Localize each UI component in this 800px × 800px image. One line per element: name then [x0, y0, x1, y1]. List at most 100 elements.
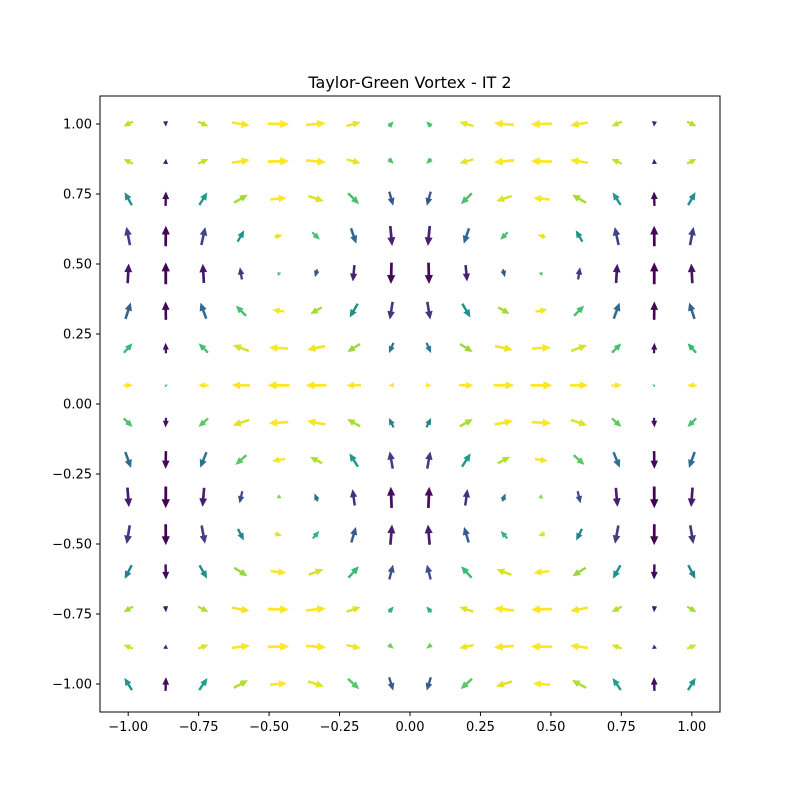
- quiver-arrow: [197, 644, 209, 651]
- quiver-arrow: [310, 306, 323, 314]
- y-tick-label: 0.00: [63, 398, 92, 413]
- quiver-arrow: [650, 486, 659, 509]
- quiver-arrow: [235, 305, 247, 317]
- quiver-arrow: [650, 524, 659, 546]
- quiver-arrow: [274, 233, 283, 240]
- quiver-arrow: [305, 157, 327, 166]
- y-tick-label: −0.75: [52, 608, 92, 623]
- quiver-arrow: [232, 344, 250, 353]
- quiver-arrow: [425, 564, 433, 580]
- quiver-arrow: [651, 417, 658, 428]
- quiver-arrow: [461, 566, 473, 579]
- y-tick-label: −0.25: [52, 468, 92, 483]
- quiver-arrow: [460, 192, 473, 205]
- quiver-arrow: [232, 418, 250, 427]
- quiver-arrow: [500, 530, 509, 540]
- quiver-arrow: [387, 262, 396, 284]
- quiver-arrow: [388, 417, 395, 428]
- quiver-arrow: [124, 263, 133, 284]
- quiver-arrow: [612, 192, 622, 206]
- quiver-arrow: [570, 605, 589, 614]
- quiver-arrow: [569, 381, 589, 390]
- quiver-arrow: [424, 524, 433, 545]
- x-tick-label: −0.75: [179, 720, 219, 735]
- quiver-arrow: [237, 267, 245, 280]
- quiver-arrow: [236, 528, 244, 541]
- quiver-arrow: [124, 302, 132, 320]
- quiver-arrow: [387, 486, 396, 508]
- quiver-arrow: [305, 119, 327, 128]
- quiver-arrow: [387, 301, 395, 320]
- quiver-arrow: [349, 227, 358, 244]
- quiver-arrow: [650, 301, 659, 320]
- quiver-arrow: [611, 120, 623, 127]
- quiver-arrow: [611, 605, 623, 613]
- quiver-arrow: [686, 644, 697, 651]
- quiver-arrow: [425, 676, 433, 691]
- quiver-arrow: [198, 192, 208, 206]
- quiver-arrow: [612, 263, 621, 283]
- quiver-arrow: [233, 566, 248, 577]
- x-tick-label: 1.00: [677, 720, 706, 735]
- quiver-arrow: [533, 568, 550, 576]
- quiver-arrow: [387, 524, 396, 545]
- quiver-arrow: [424, 486, 433, 508]
- quiver-arrow: [277, 272, 282, 277]
- quiver-arrow: [161, 486, 170, 509]
- quiver-arrow: [612, 564, 622, 579]
- quiver-arrow: [611, 382, 622, 389]
- quiver-arrow: [538, 531, 546, 537]
- quiver-arrow: [688, 302, 696, 320]
- quiver-arrow: [231, 605, 250, 614]
- quiver-arrow: [346, 643, 361, 650]
- quiver-arrow: [687, 677, 696, 691]
- quiver-arrow: [687, 343, 697, 354]
- quiver-arrow: [611, 159, 623, 165]
- quiver-arrow: [162, 417, 169, 428]
- quiver-arrow: [493, 119, 515, 128]
- quiver-arrow: [198, 343, 209, 354]
- quiver-arrow: [311, 231, 320, 240]
- quiver-arrow: [163, 121, 169, 127]
- quiver-arrow: [493, 381, 515, 390]
- quiver-arrow: [650, 451, 659, 469]
- quiver-arrow: [123, 605, 134, 613]
- quiver-arrow: [162, 564, 170, 580]
- x-tick-label: 0.00: [396, 720, 425, 735]
- quiver-arrow: [494, 418, 514, 427]
- quiver-arrow: [198, 417, 209, 427]
- quiver-arrow: [425, 342, 432, 354]
- quiver-arrow: [652, 644, 657, 650]
- quiver-arrow: [611, 417, 622, 427]
- quiver-arrow: [124, 677, 133, 691]
- quiver-arrow: [459, 643, 474, 650]
- quiver-arrow: [123, 159, 134, 165]
- quiver-arrow: [686, 159, 697, 165]
- y-axis-ticks: −1.00 −0.75 −0.50 −0.25 0.00 0.25 0.50 0.75 1.00: [52, 118, 100, 693]
- quiver-arrow: [162, 191, 170, 206]
- y-tick-label: 0.25: [63, 328, 92, 343]
- quiver-arrow: [462, 489, 471, 506]
- quiver-arrow: [349, 303, 359, 318]
- quiver-arrow: [531, 344, 552, 352]
- quiver-arrow: [231, 381, 251, 390]
- quiver-arrow: [572, 566, 587, 577]
- quiver-arrow: [199, 302, 208, 320]
- quiver-arrow: [197, 159, 209, 165]
- quiver-arrow: [500, 269, 507, 278]
- quiver-arrow: [161, 524, 170, 546]
- quiver-arrow: [387, 157, 394, 164]
- quiver-arrow: [387, 676, 395, 691]
- quiver-arrow: [575, 491, 583, 504]
- quiver-arrow: [493, 157, 515, 166]
- quiver-arrow: [459, 606, 474, 613]
- quiver-arrow: [459, 157, 474, 165]
- quiver-arrow: [276, 494, 282, 499]
- quiver-arrow: [688, 525, 696, 545]
- quiver-arrow: [123, 644, 134, 651]
- quiver-arrow: [534, 456, 549, 464]
- quiver-arrow: [570, 157, 589, 165]
- quiver-arrow: [387, 606, 394, 614]
